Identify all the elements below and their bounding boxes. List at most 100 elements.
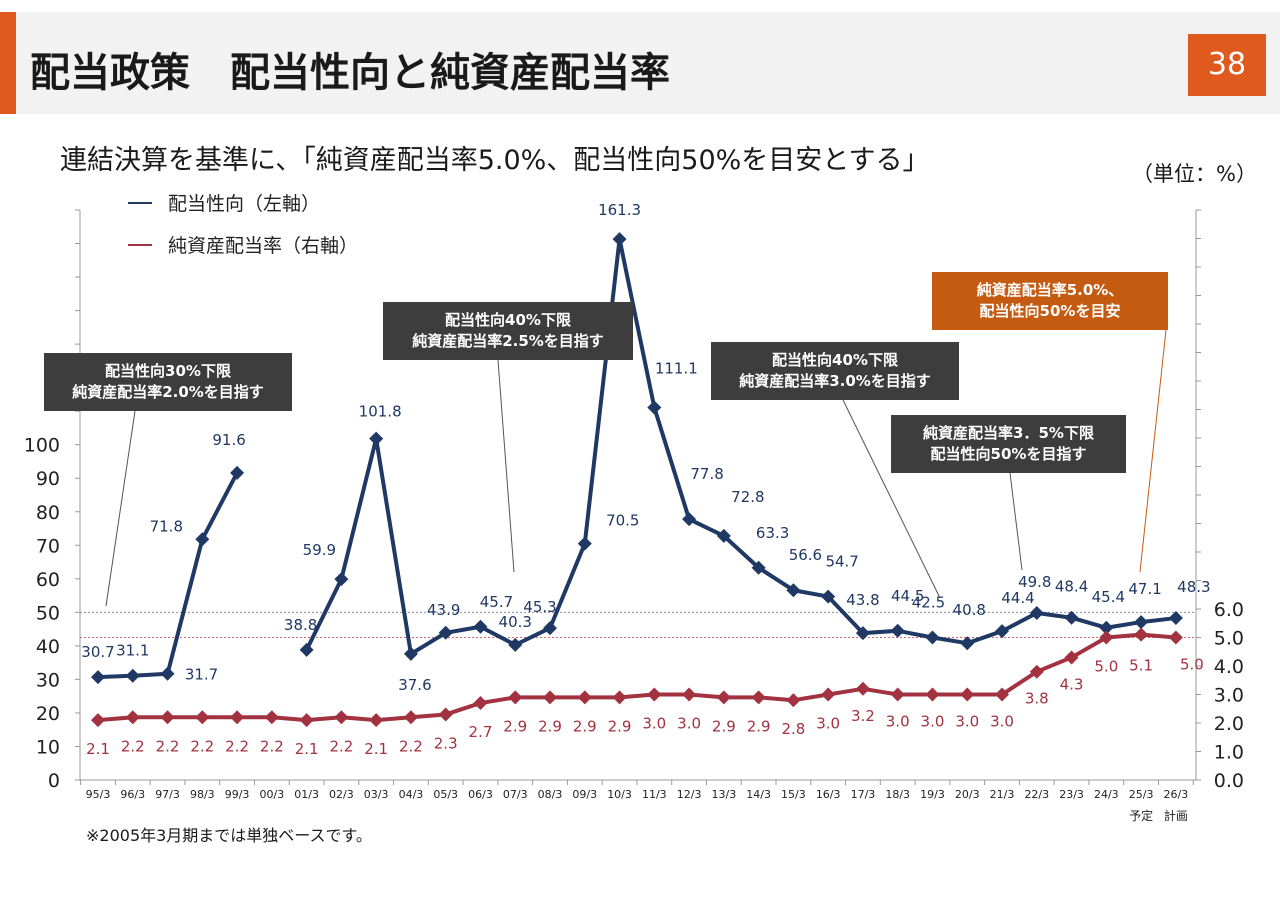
x-tick-label: 22/3 xyxy=(1024,788,1049,801)
doe-point xyxy=(91,713,105,728)
doe-point xyxy=(751,690,766,705)
annotation-text: 配当性向50%を目指す xyxy=(931,445,1087,463)
footnote: ※2005年3月期までは単独ベースです。 xyxy=(86,826,372,845)
payout-ratio-point xyxy=(195,532,210,547)
payout-ratio-data-label: 59.9 xyxy=(303,541,336,559)
doe-point xyxy=(682,687,697,702)
x-tick-label: 06/3 xyxy=(468,788,493,801)
payout-ratio-point xyxy=(230,465,245,480)
doe-data-label: 2.2 xyxy=(156,737,180,755)
doe-point xyxy=(1134,627,1149,642)
payout-ratio-point xyxy=(1134,615,1149,630)
left-tick-label: 40 xyxy=(36,636,60,658)
x-tick-label: 10/3 xyxy=(607,788,632,801)
x-tick-label: 20/3 xyxy=(955,788,980,801)
annotation-pointer xyxy=(105,410,136,607)
annotation-text: 純資産配当率2.0%を目指す xyxy=(72,383,264,401)
annotation-pointer xyxy=(1009,472,1023,571)
doe-point xyxy=(1099,630,1114,645)
x-tick-label: 13/3 xyxy=(712,788,737,801)
payout-ratio-point xyxy=(716,528,731,543)
annotation-text: 純資産配当率2.5%を目指す xyxy=(412,332,604,350)
doe-data-label: 3.8 xyxy=(1025,690,1049,708)
legend-label: 配当性向（左軸） xyxy=(168,193,320,215)
x-tick-label: 01/3 xyxy=(294,788,319,801)
doe-point xyxy=(1168,630,1183,645)
right-tick-label: 0.0 xyxy=(1214,770,1244,792)
doe-point xyxy=(855,681,870,696)
payout-ratio-point xyxy=(369,431,384,446)
annotation-text: 配当性向40%下限 xyxy=(445,311,571,329)
annotation-pointer xyxy=(497,359,515,573)
doe-data-label: 2.9 xyxy=(712,717,736,735)
right-tick-label: 1.0 xyxy=(1214,742,1244,764)
payout-ratio-point xyxy=(160,666,175,681)
doe-point xyxy=(543,690,558,705)
doe-point xyxy=(612,690,627,705)
payout-ratio-data-label: 63.3 xyxy=(756,524,789,542)
header-accent-bar xyxy=(0,12,16,114)
payout-ratio-point xyxy=(91,670,105,685)
left-tick-label: 70 xyxy=(36,535,60,557)
payout-ratio-data-label: 37.6 xyxy=(398,676,431,694)
doe-data-label: 2.2 xyxy=(329,737,353,755)
doe-point xyxy=(821,687,836,702)
annotation-box xyxy=(383,302,633,360)
doe-data-label: 2.2 xyxy=(260,737,284,755)
payout-ratio-data-label: 31.1 xyxy=(116,642,149,660)
doe-point xyxy=(264,710,279,725)
left-tick-label: 100 xyxy=(24,435,60,457)
payout-ratio-point xyxy=(786,583,801,598)
payout-ratio-data-label: 56.6 xyxy=(789,546,822,564)
x-tick-label: 08/3 xyxy=(538,788,563,801)
payout-ratio-point xyxy=(299,642,314,657)
payout-ratio-data-label: 44.5 xyxy=(891,587,924,605)
page-title: 配当政策 配当性向と純資産配当率 xyxy=(30,50,670,96)
doe-point xyxy=(438,707,453,722)
x-tick-label: 26/3 xyxy=(1164,788,1189,801)
doe-point xyxy=(995,687,1010,702)
x-tick-label: 23/3 xyxy=(1059,788,1084,801)
x-tick-label: 17/3 xyxy=(851,788,876,801)
payout-ratio-point xyxy=(890,623,905,638)
left-tick-label: 30 xyxy=(36,669,60,691)
doe-data-label: 2.3 xyxy=(434,734,458,752)
doe-point xyxy=(125,710,140,725)
x-tick-label: 95/3 xyxy=(86,788,111,801)
x-tick-sublabel: 計画 xyxy=(1164,808,1188,823)
payout-ratio-data-label: 40.8 xyxy=(953,601,986,619)
x-tick-label: 04/3 xyxy=(399,788,424,801)
payout-ratio-point xyxy=(682,512,697,527)
doe-data-label: 2.8 xyxy=(781,720,805,738)
payout-ratio-point xyxy=(403,646,418,661)
doe-data-label: 2.9 xyxy=(747,717,771,735)
payout-ratio-point xyxy=(1029,606,1044,621)
annotation-box xyxy=(932,272,1168,330)
x-tick-label: 11/3 xyxy=(642,788,667,801)
payout-ratio-point xyxy=(612,232,627,247)
payout-ratio-data-label: 45.3 xyxy=(523,598,556,616)
doe-point xyxy=(403,710,418,725)
doe-data-label: 2.7 xyxy=(469,723,493,741)
payout-ratio-point xyxy=(473,619,488,634)
annotation-text: 純資産配当率3．5%下限 xyxy=(923,424,1094,442)
payout-ratio-data-label: 30.7 xyxy=(81,643,114,661)
legend-label: 純資産配当率（右軸） xyxy=(168,235,358,257)
payout-ratio-data-label: 45.7 xyxy=(480,593,513,611)
doe-data-label: 3.2 xyxy=(851,707,875,725)
annotation-pointer xyxy=(1139,329,1167,573)
payout-ratio-data-label: 77.8 xyxy=(690,465,723,483)
annotation-text: 純資産配当率5.0%、 xyxy=(977,281,1124,299)
doe-point xyxy=(647,687,662,702)
payout-ratio-point xyxy=(577,536,592,551)
doe-point xyxy=(960,687,975,702)
payout-ratio-data-label: 49.8 xyxy=(1018,573,1051,591)
payout-ratio-point xyxy=(508,637,523,652)
payout-ratio-data-label: 43.8 xyxy=(846,591,879,609)
left-tick-label: 0 xyxy=(48,770,60,792)
doe-data-label: 2.2 xyxy=(225,737,249,755)
left-tick-label: 20 xyxy=(36,703,60,725)
payout-ratio-data-label: 161.3 xyxy=(598,201,641,219)
doe-data-label: 5.0 xyxy=(1094,658,1118,676)
